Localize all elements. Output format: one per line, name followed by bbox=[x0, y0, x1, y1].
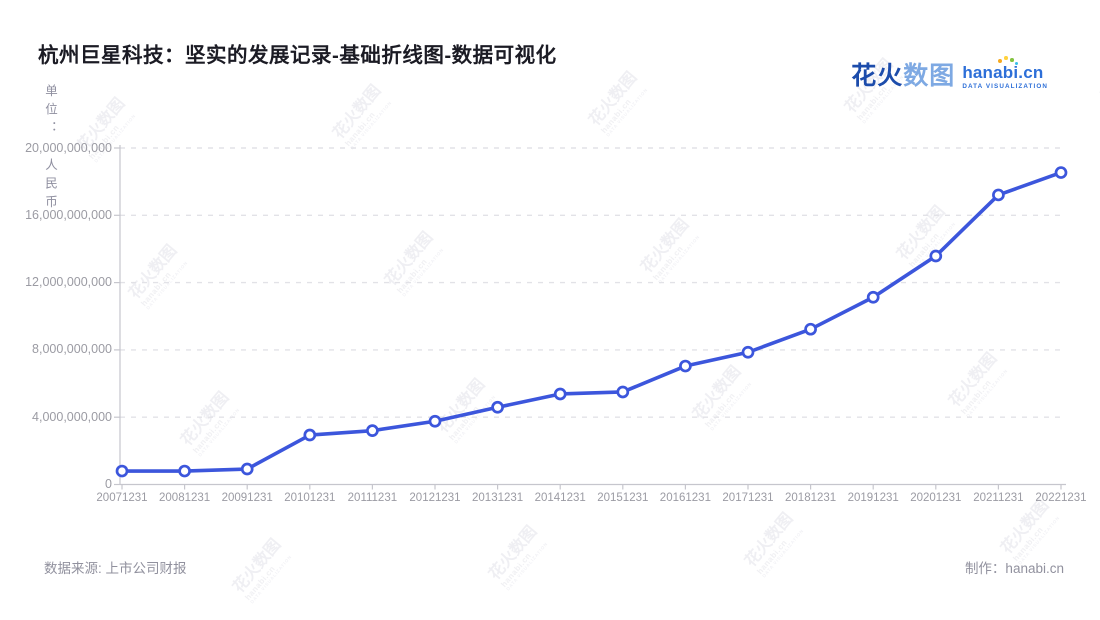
data-point-marker-20211231 bbox=[992, 188, 1005, 202]
y-tick-label: 20,000,000,000 bbox=[25, 140, 112, 155]
firework-sparkle-icon bbox=[998, 56, 1020, 66]
data-source-label: 数据来源: 上市公司财报 bbox=[44, 561, 187, 576]
data-point-marker-20201231 bbox=[929, 249, 943, 263]
logo-text-cn-bold: 花火 bbox=[851, 62, 904, 90]
y-tick-label: 8,000,000,000 bbox=[32, 342, 112, 357]
data-point-marker-20221231 bbox=[1054, 166, 1068, 179]
y-tick-label: 0 bbox=[105, 477, 112, 491]
x-tick-label: 20071231 bbox=[96, 492, 148, 504]
y-tick-label: 16,000,000,000 bbox=[25, 207, 112, 222]
x-tick-label: 20161231 bbox=[659, 492, 711, 504]
x-tick-label: 20191231 bbox=[847, 492, 899, 504]
x-tick-label: 20121231 bbox=[409, 492, 461, 504]
y-tick-label: 4,000,000,000 bbox=[32, 409, 112, 424]
data-point-marker-20191231 bbox=[866, 290, 880, 304]
data-point-marker-20121231 bbox=[428, 414, 442, 428]
data-point-marker-20141231 bbox=[553, 387, 567, 401]
logo-domain: hanabi.cn bbox=[962, 63, 1044, 82]
data-point-marker-20091231 bbox=[240, 462, 254, 476]
data-point-marker-20081231 bbox=[178, 464, 191, 478]
trend-line bbox=[120, 170, 1063, 473]
x-tick-label: 20171231 bbox=[722, 492, 774, 504]
logo-text-cn-light: 数图 bbox=[903, 62, 956, 90]
data-point-marker-20111231 bbox=[366, 424, 379, 438]
x-tick-label: 20091231 bbox=[221, 492, 273, 504]
x-tick-label: 20211231 bbox=[973, 492, 1024, 504]
logo-tagline: DATA VISUALIZATION bbox=[962, 83, 1048, 90]
y-tick-label: 12,000,000,000 bbox=[25, 275, 112, 290]
data-point-marker-20131231 bbox=[491, 400, 504, 414]
data-point-marker-20071231 bbox=[115, 464, 129, 478]
data-point-marker-20151231 bbox=[616, 385, 630, 399]
hanabi-logo: 花火 数图 hanabi.cn DATA VISUALIZATION bbox=[851, 56, 1048, 92]
x-tick-label: 20081231 bbox=[159, 492, 211, 504]
data-point-marker-20181231 bbox=[804, 322, 817, 336]
y-axis-unit-label-bottom: 人民币 bbox=[43, 158, 57, 214]
data-point-marker-20161231 bbox=[679, 359, 692, 373]
chart-title: 杭州巨星科技：坚实的发展记录-基础折线图-数据可视化 bbox=[38, 44, 557, 67]
x-tick-label: 20141231 bbox=[534, 492, 586, 504]
x-tick-label: 20151231 bbox=[597, 492, 649, 504]
x-tick-label: 20131231 bbox=[472, 492, 524, 504]
x-tick-label: 20201231 bbox=[910, 492, 962, 504]
data-point-marker-20171231 bbox=[741, 345, 755, 359]
credit-label: 制作：hanabi.cn bbox=[964, 561, 1064, 576]
y-axis-unit-label-top: 单位： bbox=[43, 84, 57, 140]
logo-wordmark: hanabi.cn DATA VISUALIZATION bbox=[962, 56, 1048, 90]
x-tick-label: 20101231 bbox=[284, 492, 336, 504]
x-tick-label: 20221231 bbox=[1035, 492, 1087, 504]
x-tick-label: 20181231 bbox=[785, 492, 837, 504]
data-point-marker-20101231 bbox=[303, 428, 317, 442]
x-tick-label: 20111231 bbox=[347, 492, 398, 504]
